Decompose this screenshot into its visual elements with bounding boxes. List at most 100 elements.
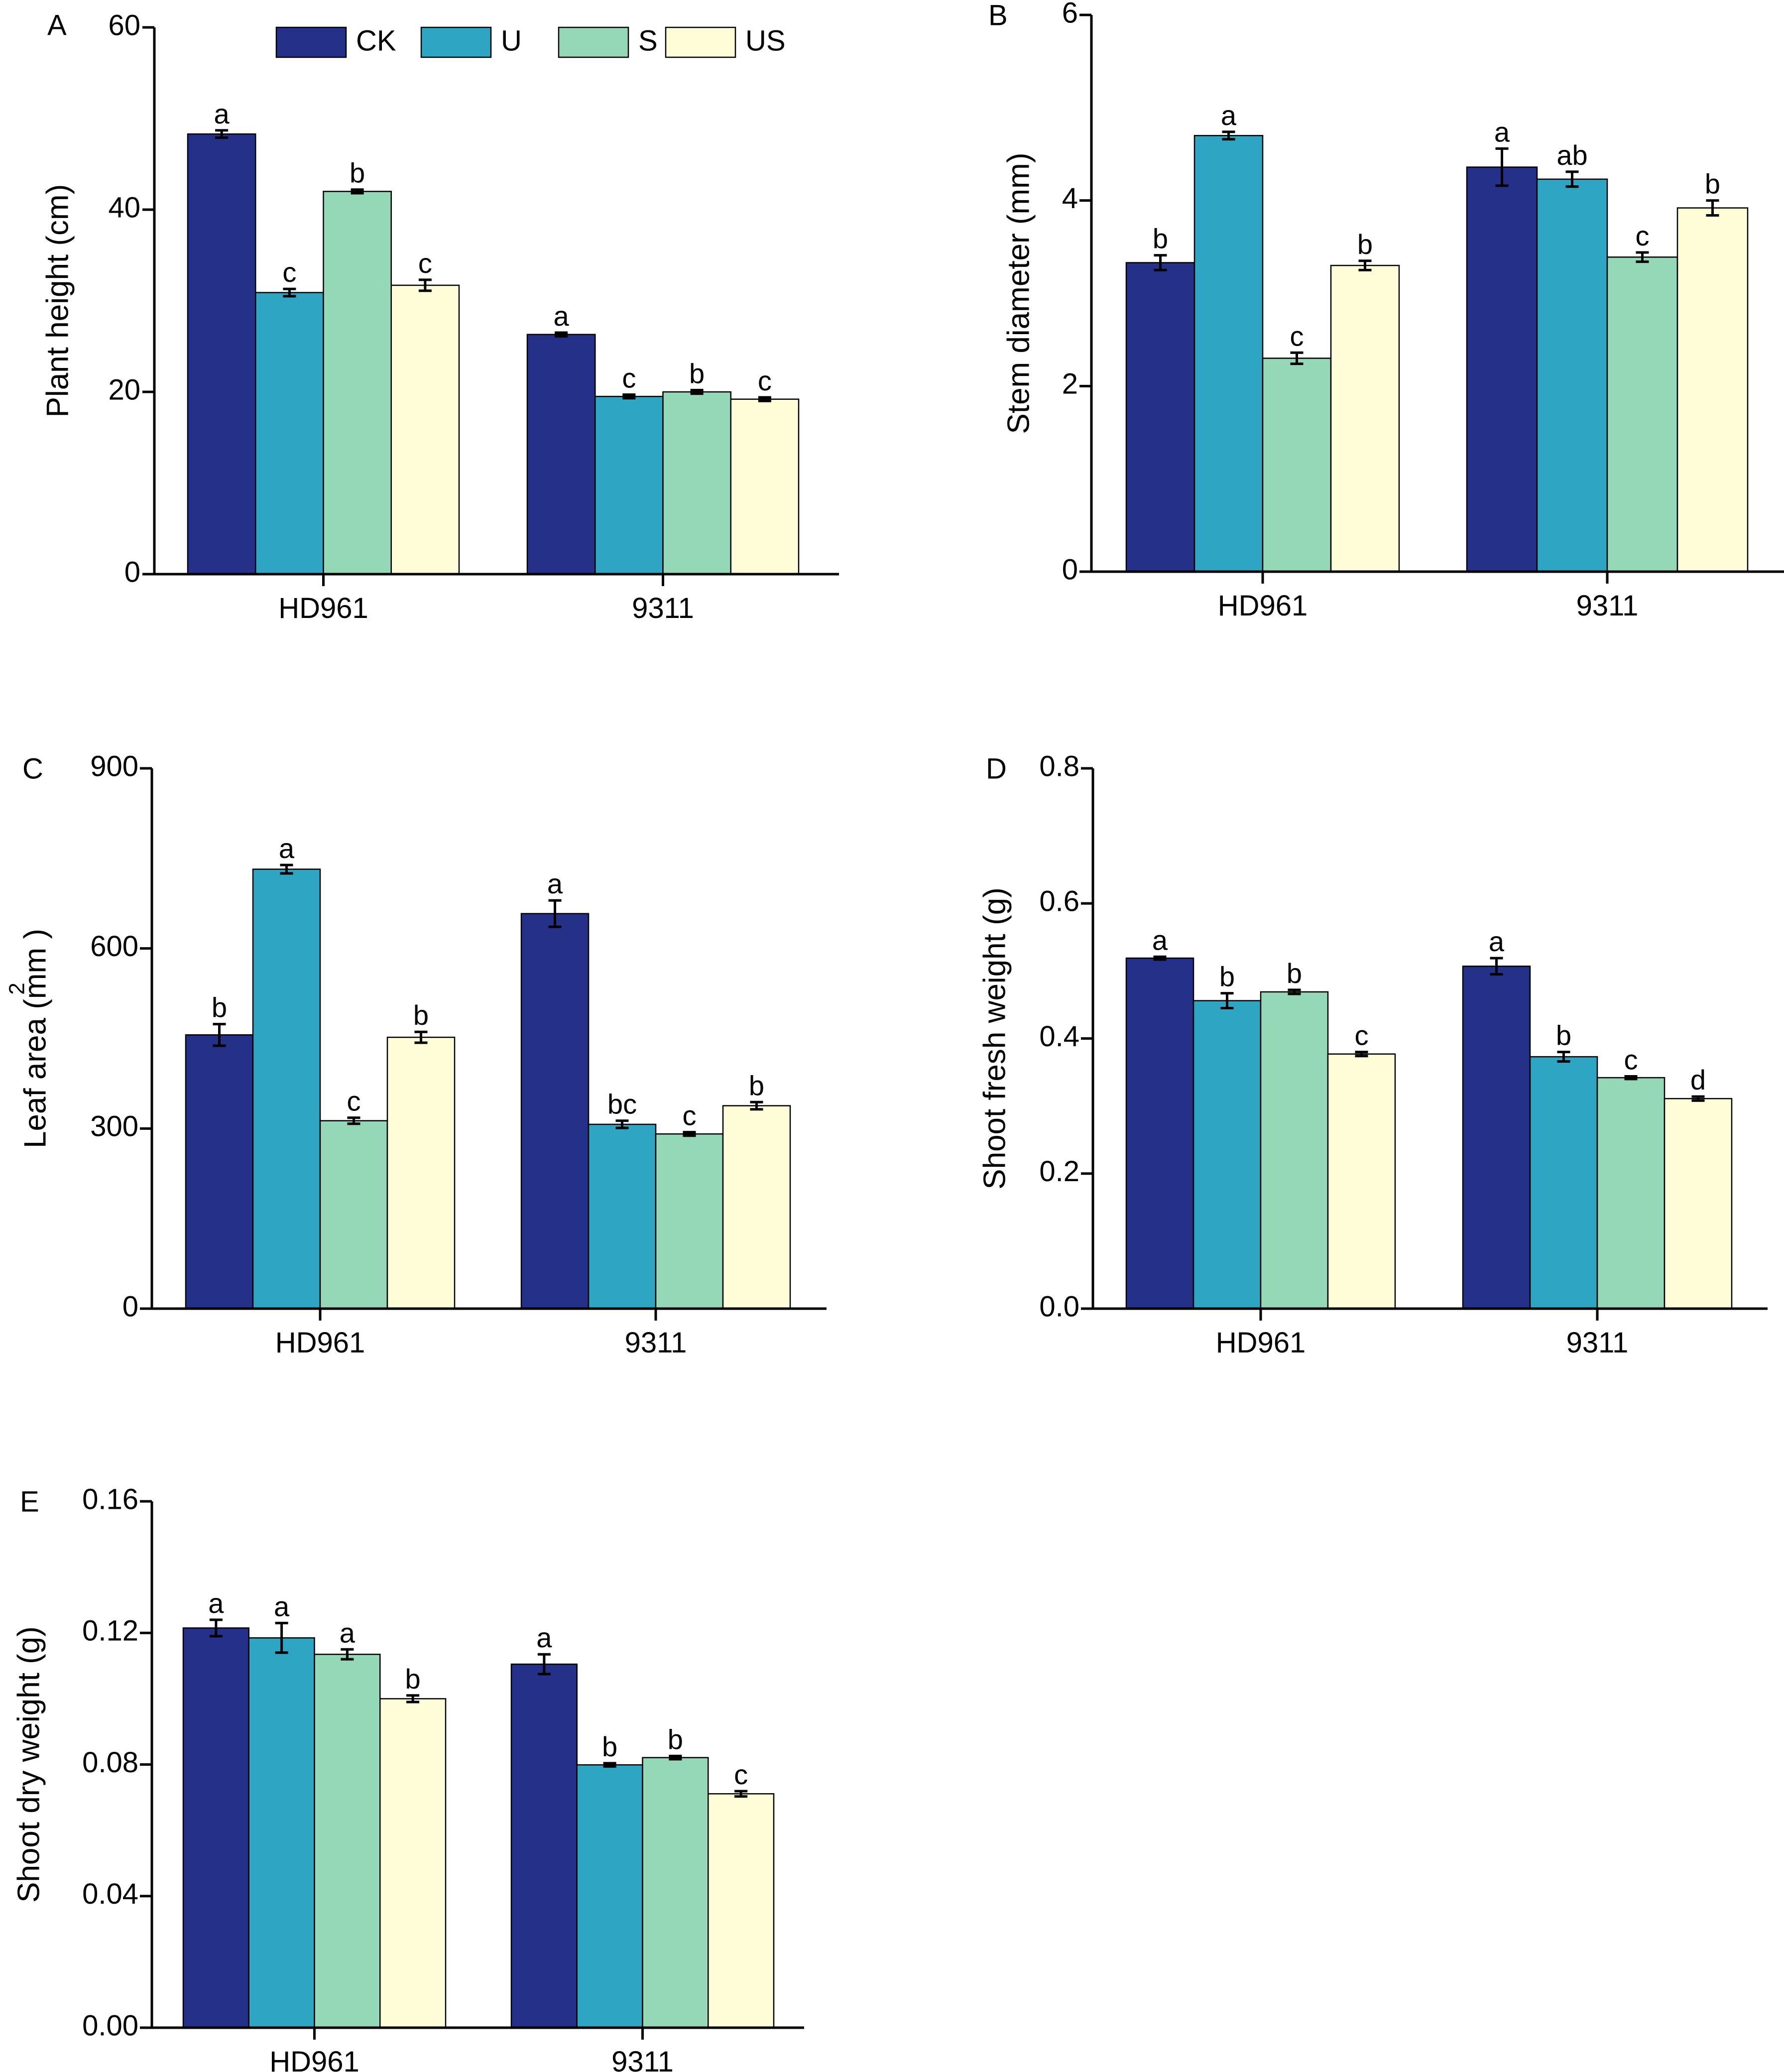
panel-C: Cb a a bc c c b b 0 300 600 900 HD961 9311 Leaf area (…	[5, 750, 827, 1359]
error-bar	[1220, 992, 1234, 1009]
x-tick-label: HD961	[278, 592, 368, 624]
error-bar	[548, 899, 562, 928]
error-bar	[1624, 1075, 1638, 1081]
significance-letter: a	[554, 300, 570, 332]
y-axis-title-superscript: 2	[5, 982, 29, 994]
panel-label: B	[988, 0, 1008, 31]
error-bar	[603, 1762, 616, 1768]
bar-u-hd961	[248, 1637, 315, 2029]
y-axis-title: Plant height (cm)	[40, 184, 75, 418]
legend-label-us: US	[745, 24, 786, 57]
significance-letter: a	[214, 98, 230, 129]
error-bar	[213, 1023, 226, 1047]
legend-label-ck: CK	[356, 24, 396, 57]
error-bar	[734, 1790, 748, 1798]
y-tick-label: 300	[90, 1110, 138, 1143]
error-bar	[622, 393, 636, 400]
significance-letter: c	[1636, 220, 1650, 251]
x-tick-label: 9311	[632, 592, 694, 624]
y-axis-title: Stem diameter (mm)	[1001, 153, 1036, 434]
significance-letter: b	[668, 1723, 683, 1755]
error-bar	[1288, 988, 1301, 995]
y-tick-label: 0.12	[82, 1615, 138, 1647]
y-tick-label: 2	[1062, 368, 1078, 400]
y-tick-label: 60	[108, 9, 140, 41]
bar-ck-hd961	[182, 1627, 249, 2029]
bar-us-9311	[708, 1793, 775, 2029]
significance-letter: b	[1287, 958, 1302, 989]
error-bar	[1222, 130, 1235, 141]
error-bar	[1495, 147, 1509, 187]
error-bar	[683, 1131, 696, 1137]
y-tick-label: 20	[108, 373, 140, 406]
error-bar	[750, 1100, 763, 1111]
bar-ck-hd961	[185, 1034, 254, 1310]
bar-s-9311	[655, 1133, 724, 1310]
x-tick-label: 9311	[1576, 590, 1639, 622]
y-tick-label: 0.6	[1039, 885, 1079, 918]
bar-ck-9311	[526, 334, 596, 575]
x-tick-label: 9311	[1566, 1327, 1629, 1359]
error-bar	[351, 188, 364, 195]
significance-letter: a	[1221, 100, 1237, 131]
error-bar	[347, 1116, 360, 1125]
bar-ck-9311	[520, 913, 590, 1310]
significance-letter: c	[418, 247, 432, 279]
bar-u-9311	[588, 1123, 657, 1310]
y-axis-title: Leaf area (mm )	[18, 929, 52, 1148]
significance-letter: c	[622, 362, 636, 393]
panel-B: Bb a a ab c c b b 0 2 4 6 HD961 9311 Stem diameter (mm…	[988, 0, 1784, 622]
panel-D: Da a b b b c c d 0.0 0.2 0.4 0.6 0.8 HD961 9311 Shoot f…	[977, 750, 1768, 1359]
error-bar	[1691, 1095, 1705, 1102]
y-tick-label: 40	[108, 191, 140, 224]
panel-label: D	[986, 752, 1007, 785]
significance-letter: b	[413, 999, 429, 1031]
error-bar	[1358, 259, 1372, 271]
y-tick-label: 600	[90, 930, 138, 963]
x-tick-label: HD961	[269, 2046, 359, 2072]
bar-u-hd961	[1192, 1000, 1262, 1310]
error-bar	[283, 287, 296, 298]
error-bar	[758, 396, 771, 402]
legend: CK U S US	[275, 24, 786, 58]
bar-s-hd961	[323, 191, 392, 575]
bar-s-hd961	[1262, 358, 1332, 573]
bar-ck-9311	[1466, 166, 1538, 573]
y-tick-label: 0.4	[1039, 1020, 1079, 1053]
significance-letter: a	[536, 1622, 552, 1653]
y-tick-label: 0.00	[82, 2009, 138, 2042]
error-bar	[1565, 170, 1579, 188]
bar-us-hd961	[1330, 264, 1400, 573]
error-bar	[1557, 1051, 1570, 1063]
bar-us-hd961	[386, 1036, 456, 1310]
bar-s-9311	[642, 1757, 709, 2029]
bar-us-9311	[1664, 1097, 1733, 1310]
legend-swatch-s	[558, 26, 629, 58]
legend-label-u: U	[501, 24, 522, 57]
significance-letter: b	[212, 992, 227, 1023]
y-tick-label: 0	[1062, 553, 1078, 586]
significance-letter: a	[1152, 924, 1168, 956]
bar-us-9311	[1676, 207, 1749, 573]
panel-E: Ea a a b a b b c 0.00 0.04 0.08 0.12 0.16 HD961 9311 Sh…	[11, 1483, 804, 2072]
significance-letter: a	[208, 1587, 224, 1619]
significance-letter: bc	[607, 1089, 637, 1120]
y-tick-label: 0	[122, 1290, 138, 1323]
bar-us-9311	[730, 398, 800, 575]
y-tick-label: 0.0	[1039, 1290, 1079, 1323]
error-bar	[1153, 955, 1167, 961]
error-bar	[1154, 254, 1167, 271]
error-bar	[414, 1030, 428, 1044]
x-tick-label: 9311	[611, 2046, 674, 2072]
bar-us-hd961	[390, 284, 460, 575]
y-tick-label: 0.16	[82, 1483, 138, 1515]
y-tick-label: 4	[1062, 182, 1078, 215]
legend-swatch-ck	[275, 26, 347, 58]
significance-letter: b	[602, 1731, 617, 1762]
error-bar	[615, 1119, 629, 1129]
significance-letter: c	[1355, 1020, 1369, 1051]
significance-letter: c	[734, 1759, 748, 1790]
significance-letter: c	[347, 1086, 361, 1117]
bar-ck-9311	[510, 1663, 578, 2029]
